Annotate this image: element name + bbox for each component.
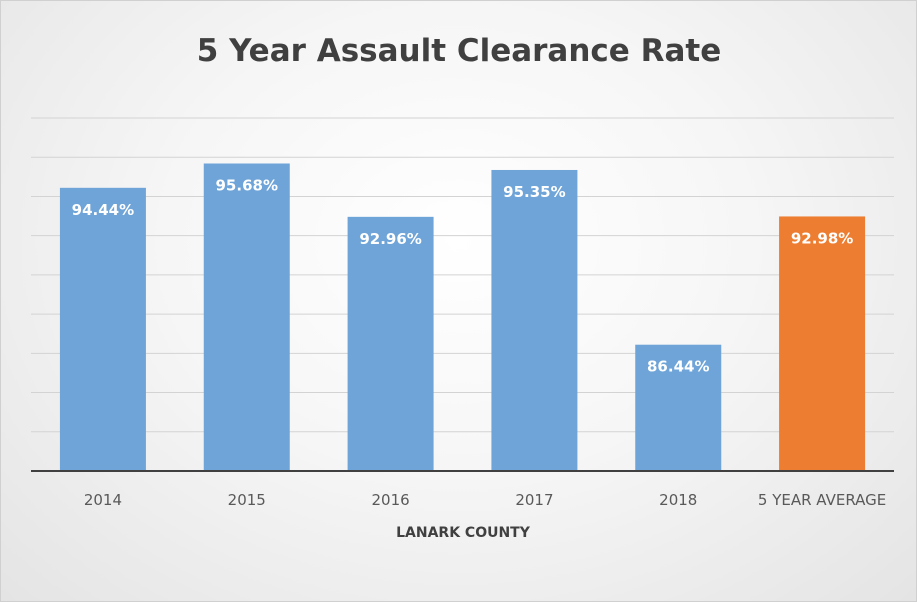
chart-title: 5 Year Assault Clearance Rate: [197, 33, 722, 69]
x-tick-label: 2016: [371, 491, 409, 509]
x-tick-label: 5 YEAR AVERAGE: [758, 491, 886, 509]
bars: 94.44% 95.68% 92.96% 95.35% 86.44% 92.98%: [59, 163, 866, 471]
x-tick-label: 2014: [84, 491, 122, 509]
x-tick-label: 2017: [515, 491, 553, 509]
data-label: 92.96%: [359, 230, 421, 248]
bar: [59, 187, 146, 471]
data-label: 92.98%: [791, 229, 853, 247]
bar: [203, 163, 290, 471]
x-tick-label: 2018: [659, 491, 697, 509]
x-tick-label: 2015: [228, 491, 266, 509]
data-label: 95.35%: [503, 183, 565, 201]
x-tick-labels: 2014 2015 2016 2017 2018 5 YEAR AVERAGE: [84, 491, 886, 509]
x-axis-title: LANARK COUNTY: [396, 525, 531, 541]
bar: [491, 169, 578, 471]
bar: [779, 216, 866, 471]
data-label: 94.44%: [72, 201, 134, 219]
bar: [347, 216, 434, 471]
bar: [635, 344, 722, 471]
data-label: 95.68%: [216, 176, 278, 194]
data-label: 86.44%: [647, 358, 709, 376]
gridlines: [31, 117, 894, 433]
